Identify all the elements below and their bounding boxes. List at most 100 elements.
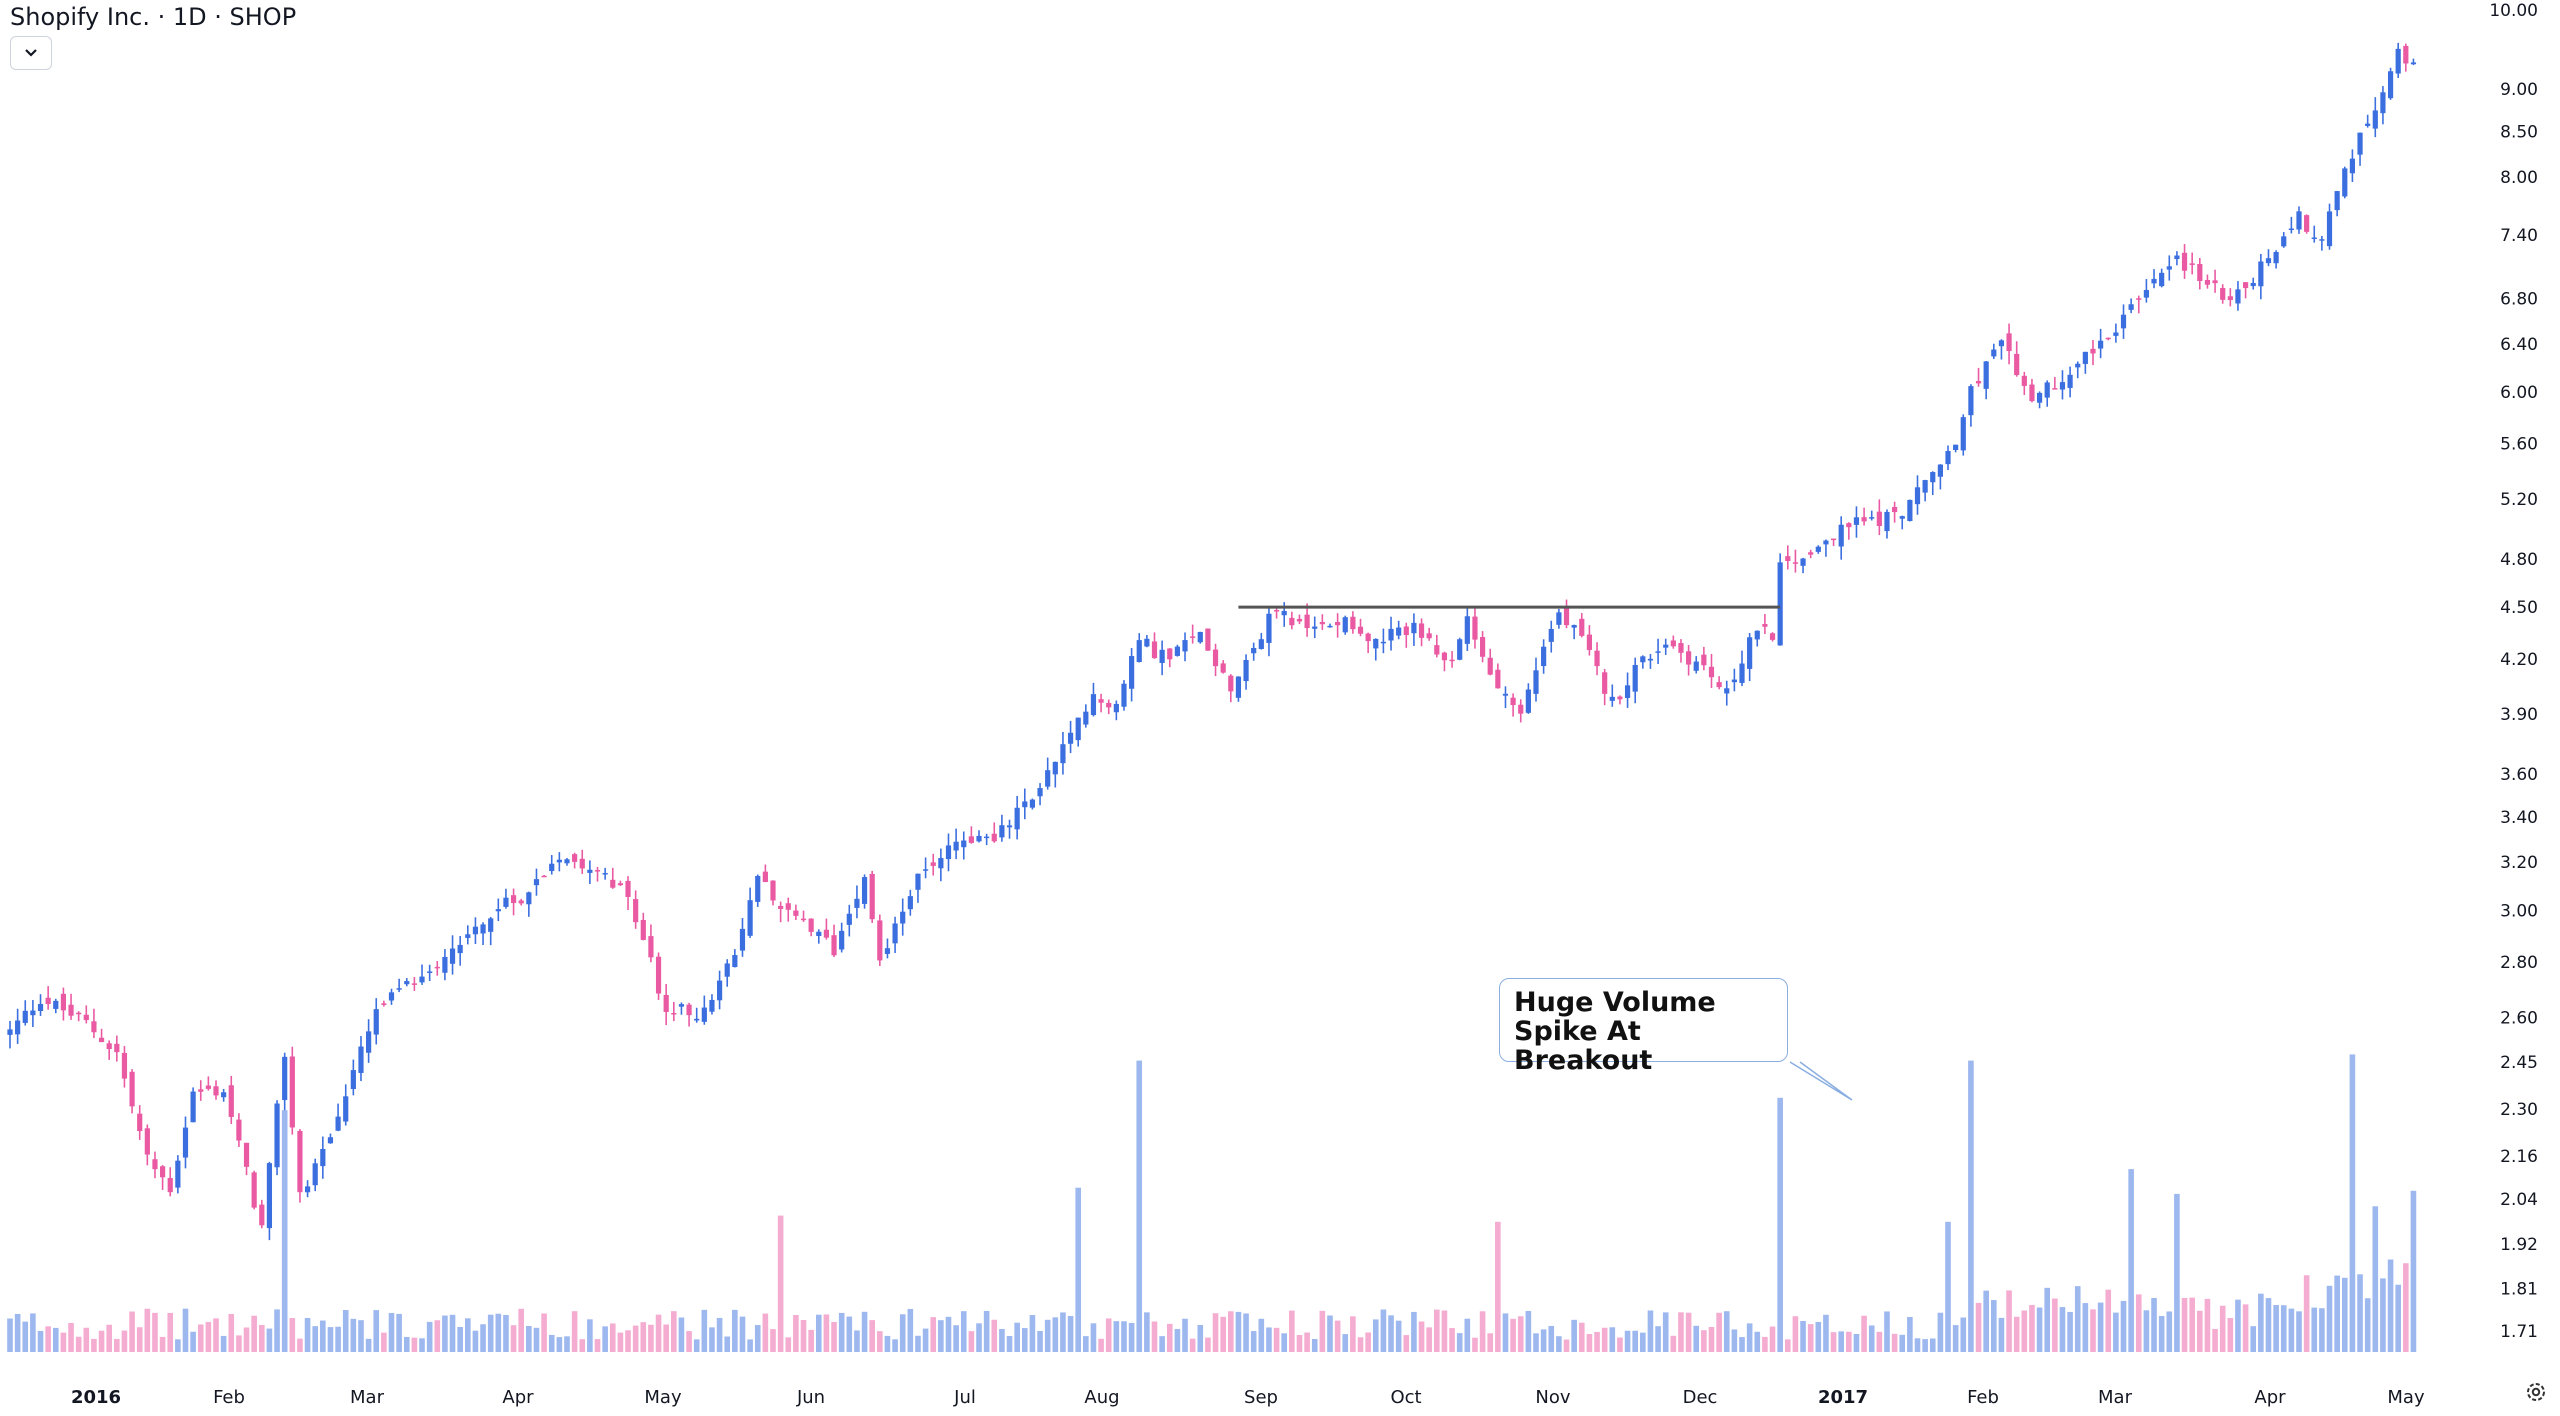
volume-bar: [1403, 1335, 1410, 1352]
candle-body: [1571, 625, 1577, 628]
volume-bar: [2029, 1304, 2035, 1352]
volume-bar: [1006, 1336, 1013, 1352]
candle-body: [2304, 215, 2310, 232]
volume-bar: [754, 1325, 761, 1352]
candle-body: [633, 899, 639, 923]
volume-bar: [304, 1317, 311, 1352]
volume-bar: [1517, 1316, 1524, 1352]
volume-bar: [991, 1319, 998, 1352]
volume-bar: [2128, 1169, 2134, 1352]
volume-bar: [159, 1336, 166, 1352]
candle-body: [366, 1031, 372, 1053]
volume-bar: [434, 1320, 441, 1352]
volume-bar: [1105, 1318, 1112, 1352]
candle-body: [2250, 282, 2256, 287]
candle-body: [1243, 660, 1249, 682]
volume-bar: [899, 1314, 906, 1352]
candle-body: [274, 1103, 280, 1168]
candle-body: [2044, 382, 2050, 398]
candle-body: [1197, 631, 1203, 643]
volume-bar: [823, 1314, 830, 1352]
volume-bar: [1136, 1060, 1143, 1352]
volume-bar: [2013, 1316, 2020, 1352]
candle-body: [465, 934, 471, 938]
volume-bar: [1418, 1321, 1425, 1352]
volume-bar: [838, 1312, 845, 1352]
candle-body: [518, 900, 524, 904]
candle-body: [1457, 639, 1463, 660]
volume-bar: [1166, 1323, 1173, 1352]
volume-bar: [1632, 1330, 1638, 1352]
candle-body: [358, 1046, 364, 1073]
candle-body: [1899, 516, 1905, 519]
candle-body: [121, 1052, 128, 1079]
candle-body: [2281, 236, 2287, 247]
candle-body: [1914, 487, 1921, 505]
candle-body: [480, 924, 486, 934]
candle-body: [762, 871, 768, 883]
volume-bar: [1456, 1333, 1463, 1352]
volume-bar: [732, 1309, 738, 1352]
candle-body: [205, 1085, 211, 1089]
volume-bar: [960, 1311, 967, 1352]
x-tick-label: Apr: [2254, 1387, 2286, 1408]
volume-bar: [2067, 1311, 2073, 1352]
x-tick-label: Sep: [1244, 1387, 1278, 1408]
candle-body: [2319, 239, 2325, 241]
volume-bar: [815, 1314, 822, 1352]
volume-bar: [1861, 1315, 1867, 1352]
volume-bar: [1601, 1327, 1608, 1352]
candle-body: [778, 905, 784, 909]
volume-bar: [1464, 1318, 1471, 1352]
candle-body: [1983, 361, 1989, 389]
candle-body: [1479, 637, 1486, 657]
symbol-menu-button[interactable]: [10, 36, 52, 70]
candle-body: [327, 1137, 334, 1144]
candle-body: [1792, 562, 1799, 564]
candle-body: [816, 931, 822, 936]
volume-bar: [1266, 1327, 1272, 1352]
volume-bar: [266, 1328, 273, 1352]
volume-bar: [571, 1311, 578, 1352]
candle-body: [1968, 386, 1974, 416]
candle-body: [76, 1012, 82, 1015]
candle-body: [1212, 649, 1219, 667]
volume-bar: [907, 1308, 914, 1352]
candle-body: [228, 1085, 234, 1117]
candle-body: [2265, 258, 2272, 264]
candle-body: [930, 862, 936, 866]
volume-bar: [1533, 1333, 1539, 1352]
volume-bar: [1830, 1332, 1837, 1352]
candle-body: [2159, 272, 2165, 287]
volume-bar: [762, 1313, 769, 1352]
volume-bar: [1899, 1334, 1906, 1352]
volume-bar: [1434, 1309, 1440, 1352]
volume-bar: [1571, 1319, 1577, 1352]
candle-body: [213, 1086, 219, 1096]
candle-body: [1014, 807, 1020, 830]
volume-bar: [1685, 1312, 1692, 1352]
volume-bar: [1021, 1328, 1028, 1352]
volume-bar: [602, 1326, 608, 1352]
volume-bar: [2227, 1318, 2234, 1352]
volume-bar: [808, 1329, 814, 1352]
candle-body: [2273, 251, 2279, 264]
candle-body: [1006, 825, 1013, 828]
volume-bar: [358, 1320, 364, 1352]
candle-body: [457, 944, 463, 954]
volume-bar: [1502, 1313, 1509, 1352]
volume-bar: [2258, 1293, 2264, 1352]
volume-bar: [1647, 1310, 1654, 1352]
candle-body: [243, 1142, 250, 1167]
volume-bar: [1037, 1331, 1043, 1352]
settings-button[interactable]: [2524, 1380, 2548, 1408]
candle-body: [1777, 562, 1783, 646]
candle-body: [938, 857, 944, 869]
volume-bar: [2288, 1308, 2295, 1352]
candle-body: [1647, 658, 1654, 661]
volume-bar: [258, 1324, 265, 1352]
candle-body: [472, 926, 479, 935]
candle-body: [587, 869, 593, 873]
volume-bar: [327, 1327, 334, 1352]
